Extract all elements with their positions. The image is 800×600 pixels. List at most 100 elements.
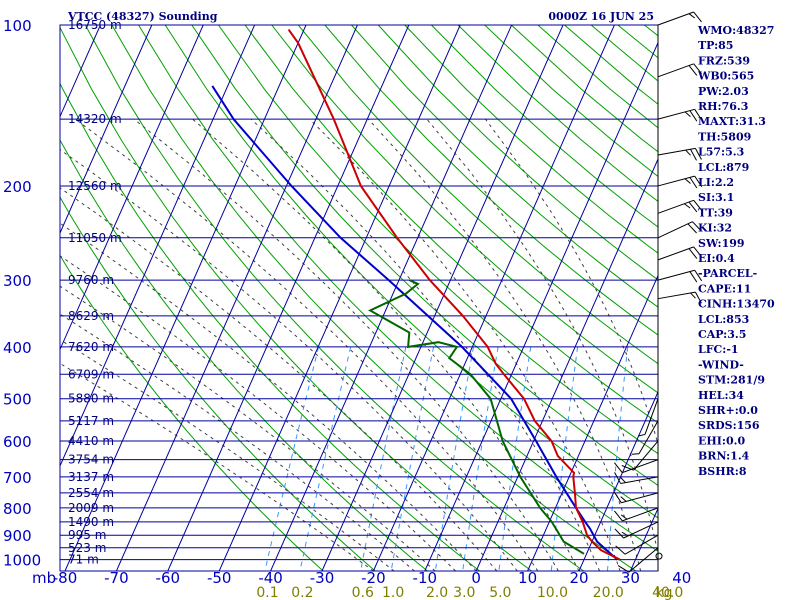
pressure-label: 300 [3,272,32,290]
height-label: 6709 m [68,367,114,381]
barb-flag [637,433,646,437]
barb-flag [689,110,698,122]
height-label: 1490 m [68,515,114,529]
height-label: 9760 m [68,273,114,287]
mixing-ratio-label: 0.6 [352,585,374,600]
barb-flag [685,149,691,156]
mixing-ratio-label: 2.0 [426,585,448,600]
mixing-ratio-label: 5.0 [489,585,511,600]
mixing-ratio-line [667,347,681,571]
dry-adiabat [60,82,480,571]
height-label: 11050 m [68,231,122,245]
dry-adiabat [297,25,658,365]
barb-shaft [638,420,659,455]
wind-barb [657,11,702,26]
index-entry: FRZ:539 [698,54,750,67]
barb-flag [614,510,623,522]
index-entry: TP:85 [698,39,733,52]
wind-barb [657,221,702,239]
isotherm [270,25,513,571]
height-label: 5117 m [68,414,114,428]
index-entry: LI:2.2 [698,176,734,189]
barb-flag [688,65,698,76]
dewpoint-line [368,279,585,555]
dry-adiabat [60,254,324,571]
barb-shaft [633,440,659,471]
height-label: 4410 m [68,434,114,448]
mixing-ratio-line [434,346,474,571]
temperature-line [287,29,621,561]
dry-adiabat [60,26,532,571]
wind-barb [614,459,659,474]
dry-adiabat [351,25,658,308]
calm-marker [655,552,663,560]
index-entry: MAXT:31.3 [698,115,766,128]
dry-adiabat [84,25,584,571]
index-entry: CINH:13470 [698,298,775,311]
index-entry: TH:5809 [698,130,751,143]
isotherm [372,25,615,571]
barb-flag [688,201,698,213]
isotherm [60,25,153,235]
barb-flag [620,514,628,520]
wind-barb [657,63,702,78]
dry-adiabat [324,25,658,336]
mixing-ratio-line [390,346,435,571]
pressure-label: 700 [3,469,32,487]
mixing-ratio-label: 3.0 [453,585,475,600]
barb-flag [621,531,629,537]
barb-flag [694,269,703,282]
temperature-tick-label: -30 [310,569,335,587]
wind-barb [657,199,702,214]
barb-flag [613,491,622,503]
barb-shaft [644,398,659,435]
barb-shaft [623,521,659,539]
barb-flag [614,462,623,473]
mixing-ratio-label: 0.1 [256,585,278,600]
mixing-ratio-line [299,346,352,571]
pressure-label: 200 [3,178,32,196]
wind-barb [615,534,659,555]
barb-flag [688,13,696,19]
index-entry: CAP:3.5 [698,328,746,341]
station-title: VTCC (48327) Sounding [67,10,218,23]
wind-barb [657,147,702,161]
height-label: 5880 m [68,392,114,406]
barb-shaft [657,11,694,26]
pressure-label: 100 [3,17,32,35]
sounding-profiles [211,29,621,561]
barb-shaft [622,459,659,474]
index-entry: STM:281/9 [698,374,765,387]
wind-barb [657,175,703,189]
barb-shaft [621,492,659,504]
barb-flag [694,291,702,304]
barb-shaft [657,147,696,156]
wind-barb [614,472,659,484]
index-entry: -WIND- [698,358,744,371]
barb-shaft [657,175,695,187]
moist-adiabat [60,339,395,571]
height-label: 3754 m [68,453,114,467]
pressure-label: 800 [3,500,32,518]
plot-grid [59,24,659,572]
barb-shaft [624,534,659,555]
index-entry: WB0:565 [697,70,754,83]
temperature-tick-label: 40 [672,569,691,587]
isotherm [167,25,410,571]
height-label: 16750 m [68,18,122,32]
barb-flag [692,221,702,232]
moist-adiabat [426,118,658,557]
barb-flag [693,246,702,258]
wind-barb [657,291,702,304]
wind-barbs [613,11,703,573]
isotherm [321,25,564,571]
index-entry: SRDS:156 [698,419,760,432]
index-entry: -PARCEL- [698,267,757,280]
barb-shaft [657,199,694,214]
index-entry: SW:199 [698,237,745,250]
moist-adiabat [192,118,580,571]
temperature-tick-label: -40 [258,569,283,587]
mixing-ratio-label: 1.0 [382,585,404,600]
barb-flag [620,496,627,502]
